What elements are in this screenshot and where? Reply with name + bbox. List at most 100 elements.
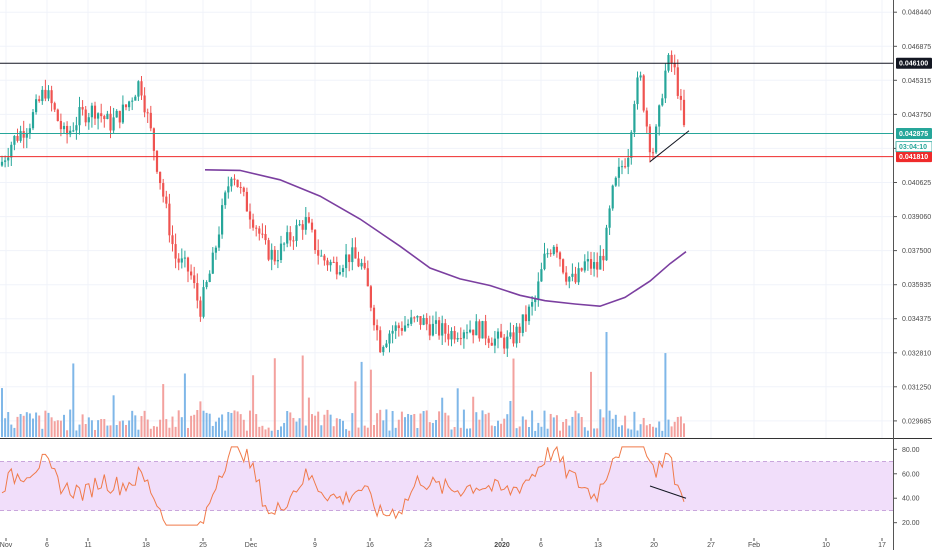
- candle-body: [459, 338, 462, 340]
- candle-body: [168, 203, 171, 236]
- volume-bar: [255, 414, 258, 437]
- volume-bar: [242, 419, 245, 437]
- candle-body: [580, 268, 583, 271]
- price-pane[interactable]: [0, 0, 893, 438]
- candle-body: [500, 331, 503, 338]
- price-tick-label: 0.031250: [902, 384, 931, 391]
- candle-body: [118, 110, 121, 123]
- candle-body: [298, 224, 301, 226]
- volume-bar: [574, 410, 577, 437]
- volume-bar: [633, 411, 636, 437]
- volume-bar: [379, 409, 382, 437]
- volume-bar: [270, 430, 273, 437]
- time-tick-label: Nov: [0, 542, 13, 549]
- candle-body: [602, 255, 605, 261]
- volume-bar: [171, 416, 174, 437]
- price-badges: 0.046100 0.042875 0.041810 03:04:10: [895, 57, 932, 163]
- volume-bar: [397, 419, 400, 437]
- volume-bar: [196, 410, 199, 437]
- candle-body: [295, 225, 298, 241]
- volume-bar: [258, 426, 261, 437]
- volume-bar: [301, 355, 304, 437]
- candle-body: [134, 96, 137, 101]
- volume-bar: [506, 414, 509, 437]
- candle-body: [112, 117, 115, 131]
- candle-body: [379, 330, 382, 353]
- volume-bar: [97, 420, 100, 437]
- candle-body: [310, 222, 314, 230]
- candle-body: [19, 131, 22, 141]
- volume-bar: [552, 417, 555, 437]
- candle-body: [611, 185, 614, 209]
- volume-bar: [410, 414, 413, 437]
- candle-body: [413, 317, 416, 319]
- volume-bar: [4, 418, 7, 437]
- volume-bar: [422, 411, 425, 437]
- price-tick-label: 0.037500: [902, 248, 931, 255]
- rsi-divergence-line[interactable]: [649, 485, 687, 499]
- volume-bar: [655, 427, 658, 437]
- candle-body: [50, 90, 53, 104]
- candle-body: [658, 105, 661, 127]
- candle-body: [642, 75, 645, 111]
- time-tick-label: 18: [142, 542, 150, 549]
- candle-body: [230, 178, 233, 187]
- volume-bar: [41, 428, 44, 437]
- candle-body: [407, 323, 410, 326]
- rsi-axis[interactable]: 80.00 60.00 40.00 20.00: [893, 447, 920, 527]
- candle-body: [537, 281, 540, 299]
- candle-body: [90, 105, 93, 118]
- candle-body: [388, 333, 391, 344]
- candle-body: [586, 259, 589, 262]
- volume-bar: [10, 424, 13, 437]
- candle-body: [577, 268, 580, 283]
- candle-body: [162, 183, 165, 197]
- candle-body: [146, 112, 149, 114]
- time-axis[interactable]: Nov 6 11 18 25 Dec 9 16 23 2020 6 13 20 27 Feb 10 17: [0, 538, 886, 549]
- volume-bar: [236, 411, 239, 437]
- candle-body: [400, 328, 403, 331]
- price-tick-label: 0.035935: [902, 282, 931, 289]
- candle-body: [531, 302, 534, 307]
- volume-bar: [565, 418, 568, 437]
- volume-bar: [472, 396, 475, 437]
- volume-bar: [679, 416, 682, 437]
- candle-body: [183, 257, 186, 259]
- volume-bar: [404, 417, 406, 437]
- volume-bar: [357, 427, 360, 437]
- volume-bar: [156, 426, 158, 437]
- candle-body: [624, 166, 627, 168]
- price-badge: [896, 127, 932, 139]
- volume-bar: [342, 420, 344, 437]
- candle-body: [357, 258, 360, 267]
- volume-bar: [524, 419, 527, 437]
- volume-bar: [177, 410, 180, 437]
- volume-bar: [512, 358, 515, 437]
- candle-body: [149, 112, 152, 129]
- candle-body: [31, 112, 35, 129]
- volume-bar: [425, 410, 428, 437]
- candle-body: [159, 171, 162, 184]
- candle-body: [239, 186, 242, 188]
- candle-body: [38, 99, 41, 102]
- candle-body: [664, 70, 667, 99]
- candle-body: [571, 273, 574, 277]
- price-tick-label: 0.043750: [902, 112, 931, 119]
- candle-body: [255, 227, 258, 229]
- candle-body: [217, 234, 221, 248]
- price-tick-label: 0.034375: [902, 316, 931, 323]
- volume-bar: [292, 417, 295, 437]
- trend-line[interactable]: [649, 130, 690, 163]
- candle-body: [419, 316, 422, 325]
- candle-body: [286, 232, 289, 244]
- price-tick-label: 0.040625: [902, 180, 931, 187]
- volume-bar: [602, 417, 605, 437]
- volume-bar: [317, 411, 320, 437]
- volume-bar: [311, 414, 313, 437]
- rsi-pane[interactable]: [0, 445, 893, 526]
- candle-body: [4, 160, 7, 162]
- candle-body: [28, 128, 31, 133]
- volume-bar: [431, 422, 434, 437]
- candle-body: [62, 125, 66, 130]
